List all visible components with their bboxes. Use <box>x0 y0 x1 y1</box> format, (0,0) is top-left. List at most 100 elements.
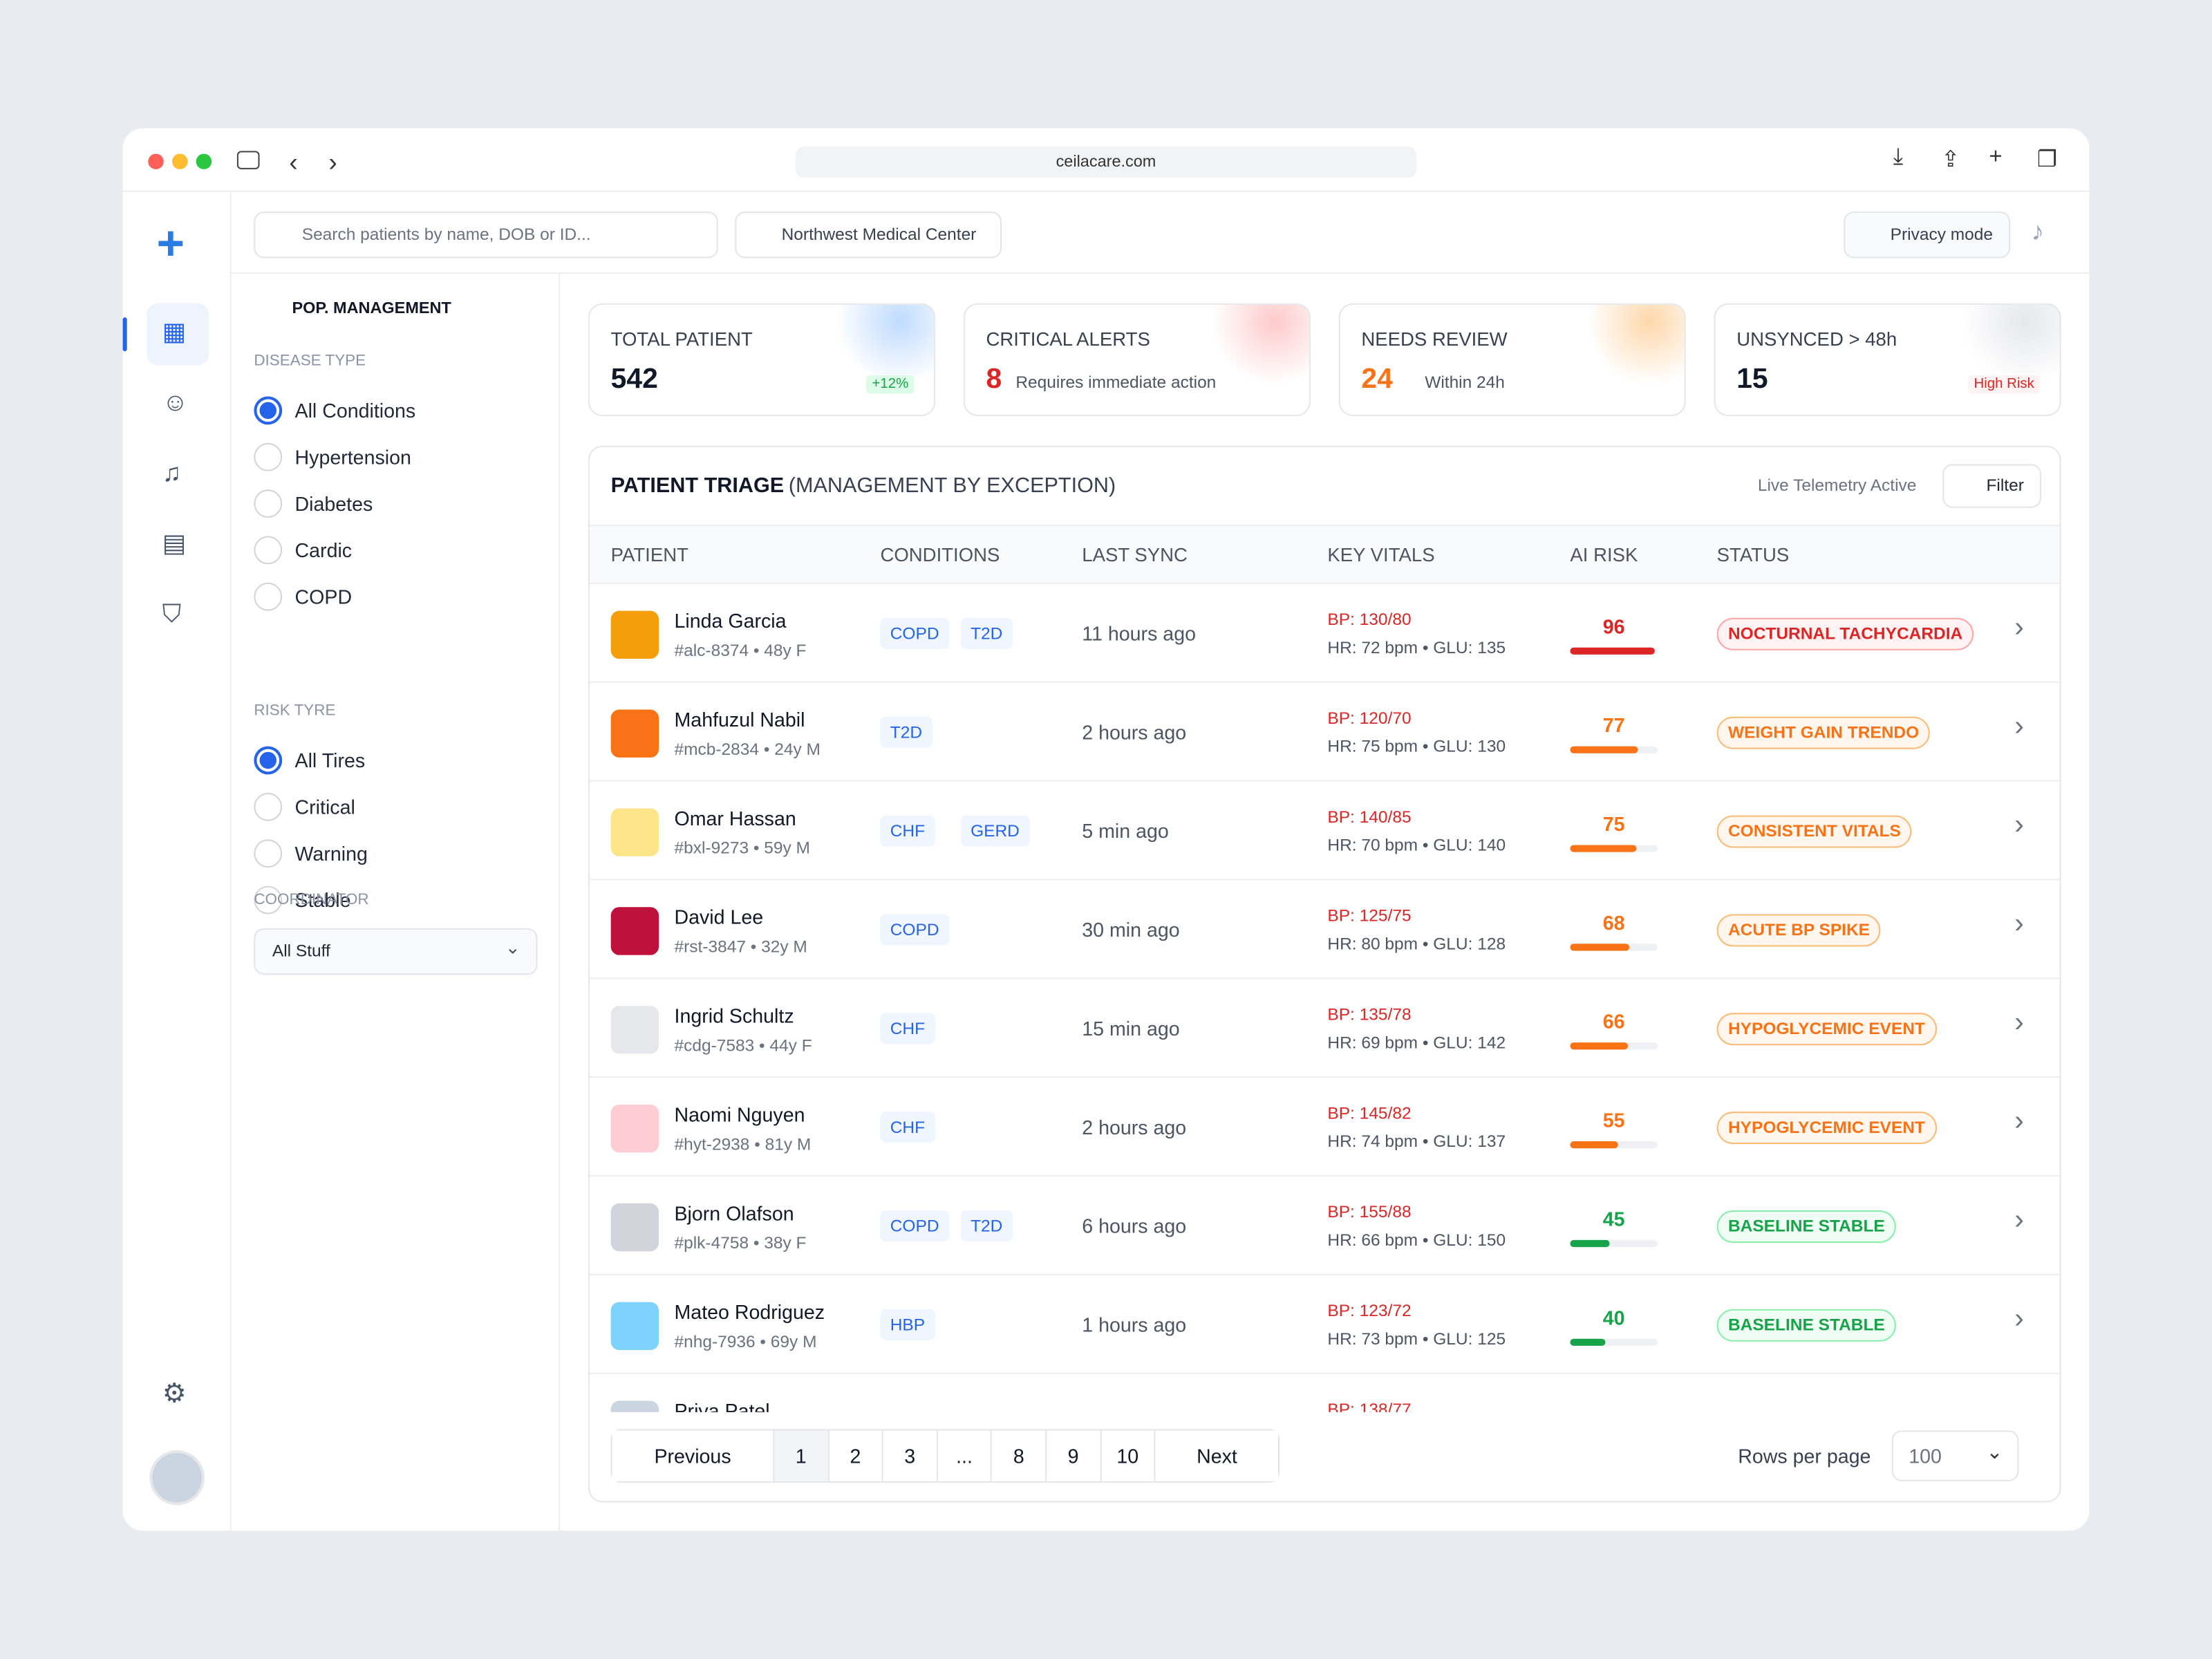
vital-bp: BP: 135/78 <box>1327 1004 1412 1024</box>
search-input[interactable]: Search patients by name, DOB or ID... <box>254 212 718 259</box>
stat-note: Requires immediate action <box>1015 372 1217 393</box>
stat-card: NEEDS REVIEW 24 Within 24h <box>1338 303 1686 417</box>
radio[interactable] <box>254 582 283 611</box>
next-button[interactable]: Next <box>1155 1430 1279 1481</box>
last-sync: 5 min ago <box>1082 819 1169 843</box>
page-button[interactable]: 2 <box>829 1430 883 1481</box>
last-sync: 6 hours ago <box>1082 1215 1187 1237</box>
stat-value: 8 <box>986 364 1002 395</box>
nav-icon[interactable]: ▦ <box>162 317 187 346</box>
radio-label[interactable]: Hypertension <box>294 445 411 469</box>
patient-name: Linda Garcia <box>674 609 787 632</box>
condition-tag: GERD <box>960 815 1030 847</box>
table-row[interactable]: Mateo Rodriguez #nhg-7936 • 69y M HBP 1 hou… <box>590 1275 2060 1374</box>
browser-icon[interactable]: + <box>1989 145 2003 169</box>
risk-score: 96 <box>1602 615 1625 638</box>
stat-note: Within 24h <box>1425 372 1505 393</box>
page-button[interactable]: ... <box>937 1430 993 1481</box>
radio-label[interactable]: All Conditions <box>294 399 416 422</box>
vital-other: HR: 74 bpm • GLU: 137 <box>1327 1131 1506 1152</box>
window-dot <box>171 153 188 169</box>
status-badge: NOCTURNAL TACHYCARDIA <box>1716 617 1974 650</box>
radio-label[interactable]: Diabetes <box>294 492 373 515</box>
table-row[interactable]: Mahfuzul Nabil #mcb-2834 • 24y M T2D 2 hour… <box>590 683 2060 782</box>
column-header: LAST SYNC <box>1082 544 1188 566</box>
nav-icon[interactable]: ▤ <box>162 529 187 558</box>
stat-card: UNSYNCED > 48h 15 High Risk <box>1714 303 2061 417</box>
radio[interactable] <box>254 536 283 565</box>
risk-score: 40 <box>1602 1306 1625 1329</box>
radio-label[interactable]: Stable <box>294 888 351 912</box>
location-select[interactable]: Northwest Medical Center <box>735 212 1002 259</box>
row-chevron[interactable]: › <box>2014 1105 2024 1137</box>
table-row[interactable]: Ingrid Schultz #cdg-7583 • 44y F CHF 15 min… <box>590 979 2060 1078</box>
radio[interactable] <box>254 489 283 518</box>
table-row[interactable]: Priya Patel BP: 138/77 <box>590 1374 2060 1412</box>
browser-icon[interactable]: ⇪ <box>1941 148 1960 172</box>
previous-button[interactable]: Previous <box>612 1430 775 1481</box>
radio-label[interactable]: Cardic <box>294 538 353 562</box>
page-button[interactable]: 10 <box>1100 1430 1156 1481</box>
radio[interactable] <box>254 839 283 868</box>
column-header: STATUS <box>1716 544 1790 566</box>
row-chevron[interactable]: › <box>2014 612 2024 644</box>
row-chevron[interactable]: › <box>2014 809 2024 841</box>
browser-icon[interactable]: ⤓ <box>1893 145 1904 169</box>
column-header: KEY VITALS <box>1327 544 1435 566</box>
page-button[interactable]: 3 <box>883 1430 938 1481</box>
triage-subtitle: (MANAGEMENT BY EXCEPTION) <box>788 474 1116 498</box>
radio[interactable] <box>254 792 283 821</box>
sidebar <box>123 191 232 1531</box>
patient-avatar <box>610 1400 659 1412</box>
nav-icon[interactable]: ☺ <box>162 388 189 417</box>
table-row[interactable]: David Lee #rst-3847 • 32y M COPD 30 min ago… <box>590 880 2060 980</box>
patient-avatar <box>610 709 659 758</box>
table-row[interactable]: Naomi Nguyen #hyt-2938 • 81y M CHF 2 hours … <box>590 1078 2060 1177</box>
radio-label[interactable]: Warning <box>294 842 368 865</box>
privacy-button[interactable]: Privacy mode <box>1844 212 2011 259</box>
patient-meta: #nhg-7936 • 69y M <box>674 1331 817 1352</box>
filter-button[interactable]: Filter <box>1942 464 2042 508</box>
row-chevron[interactable]: › <box>2014 1007 2024 1039</box>
radio-label[interactable]: All Tires <box>294 749 366 772</box>
sidebar-toggle[interactable] <box>236 151 260 169</box>
forward-button[interactable]: › <box>328 148 337 177</box>
row-chevron[interactable]: › <box>2014 1303 2024 1335</box>
risk-bar <box>1570 746 1638 753</box>
table-row[interactable]: Omar Hassan #bxl-9273 • 59y M CHF GERD 5 min… <box>590 782 2060 881</box>
vital-other: HR: 80 bpm • GLU: 128 <box>1327 934 1506 954</box>
condition-tag: T2D <box>880 716 932 748</box>
coordinator-label: COORDINATOR <box>254 891 369 909</box>
nav-icon[interactable]: ♫ <box>162 458 182 487</box>
browser-icon[interactable]: ❐ <box>2036 148 2058 172</box>
radio-label[interactable]: COPD <box>294 585 353 608</box>
table-row[interactable]: Linda Garcia #alc-8374 • 48y F COPD T2D 11 h… <box>590 584 2060 683</box>
radio[interactable] <box>254 885 283 915</box>
radio-label[interactable]: Critical <box>294 796 355 818</box>
page-button[interactable]: 1 <box>774 1430 830 1481</box>
settings-icon[interactable]: ⚙ <box>162 1379 187 1409</box>
back-button[interactable]: ‹ <box>289 148 298 177</box>
radio[interactable] <box>254 442 283 471</box>
page-button[interactable]: 9 <box>1047 1430 1101 1481</box>
patient-name: Priya Patel <box>674 1399 770 1412</box>
user-avatar[interactable] <box>149 1450 205 1506</box>
nav-icon[interactable]: ⛉ <box>162 599 182 628</box>
patient-avatar <box>610 1006 659 1054</box>
notification-bell[interactable]: ♪ <box>2031 217 2045 246</box>
risk-score: 45 <box>1602 1207 1625 1230</box>
risk-score: 75 <box>1602 812 1625 836</box>
row-chevron[interactable]: › <box>2014 908 2024 940</box>
stat-card: CRITICAL ALERTS 8 Requires immediate actio… <box>963 303 1311 417</box>
page-button[interactable]: 8 <box>992 1430 1047 1481</box>
rows-select[interactable]: 100 <box>1891 1430 2019 1481</box>
row-chevron[interactable]: › <box>2014 1204 2024 1236</box>
stat-label: CRITICAL ALERTS <box>986 328 1150 350</box>
coordinator-select[interactable]: All Stuff <box>254 928 538 975</box>
vital-other: HR: 75 bpm • GLU: 130 <box>1327 736 1506 756</box>
risk-bar <box>1570 1141 1618 1149</box>
row-chevron[interactable]: › <box>2014 711 2024 742</box>
risk-bar <box>1570 1042 1628 1050</box>
table-row[interactable]: Bjorn Olafson #plk-4758 • 38y F COPD T2D 6 h… <box>590 1177 2060 1275</box>
url-bar[interactable]: ceilacare.com <box>796 147 1416 178</box>
